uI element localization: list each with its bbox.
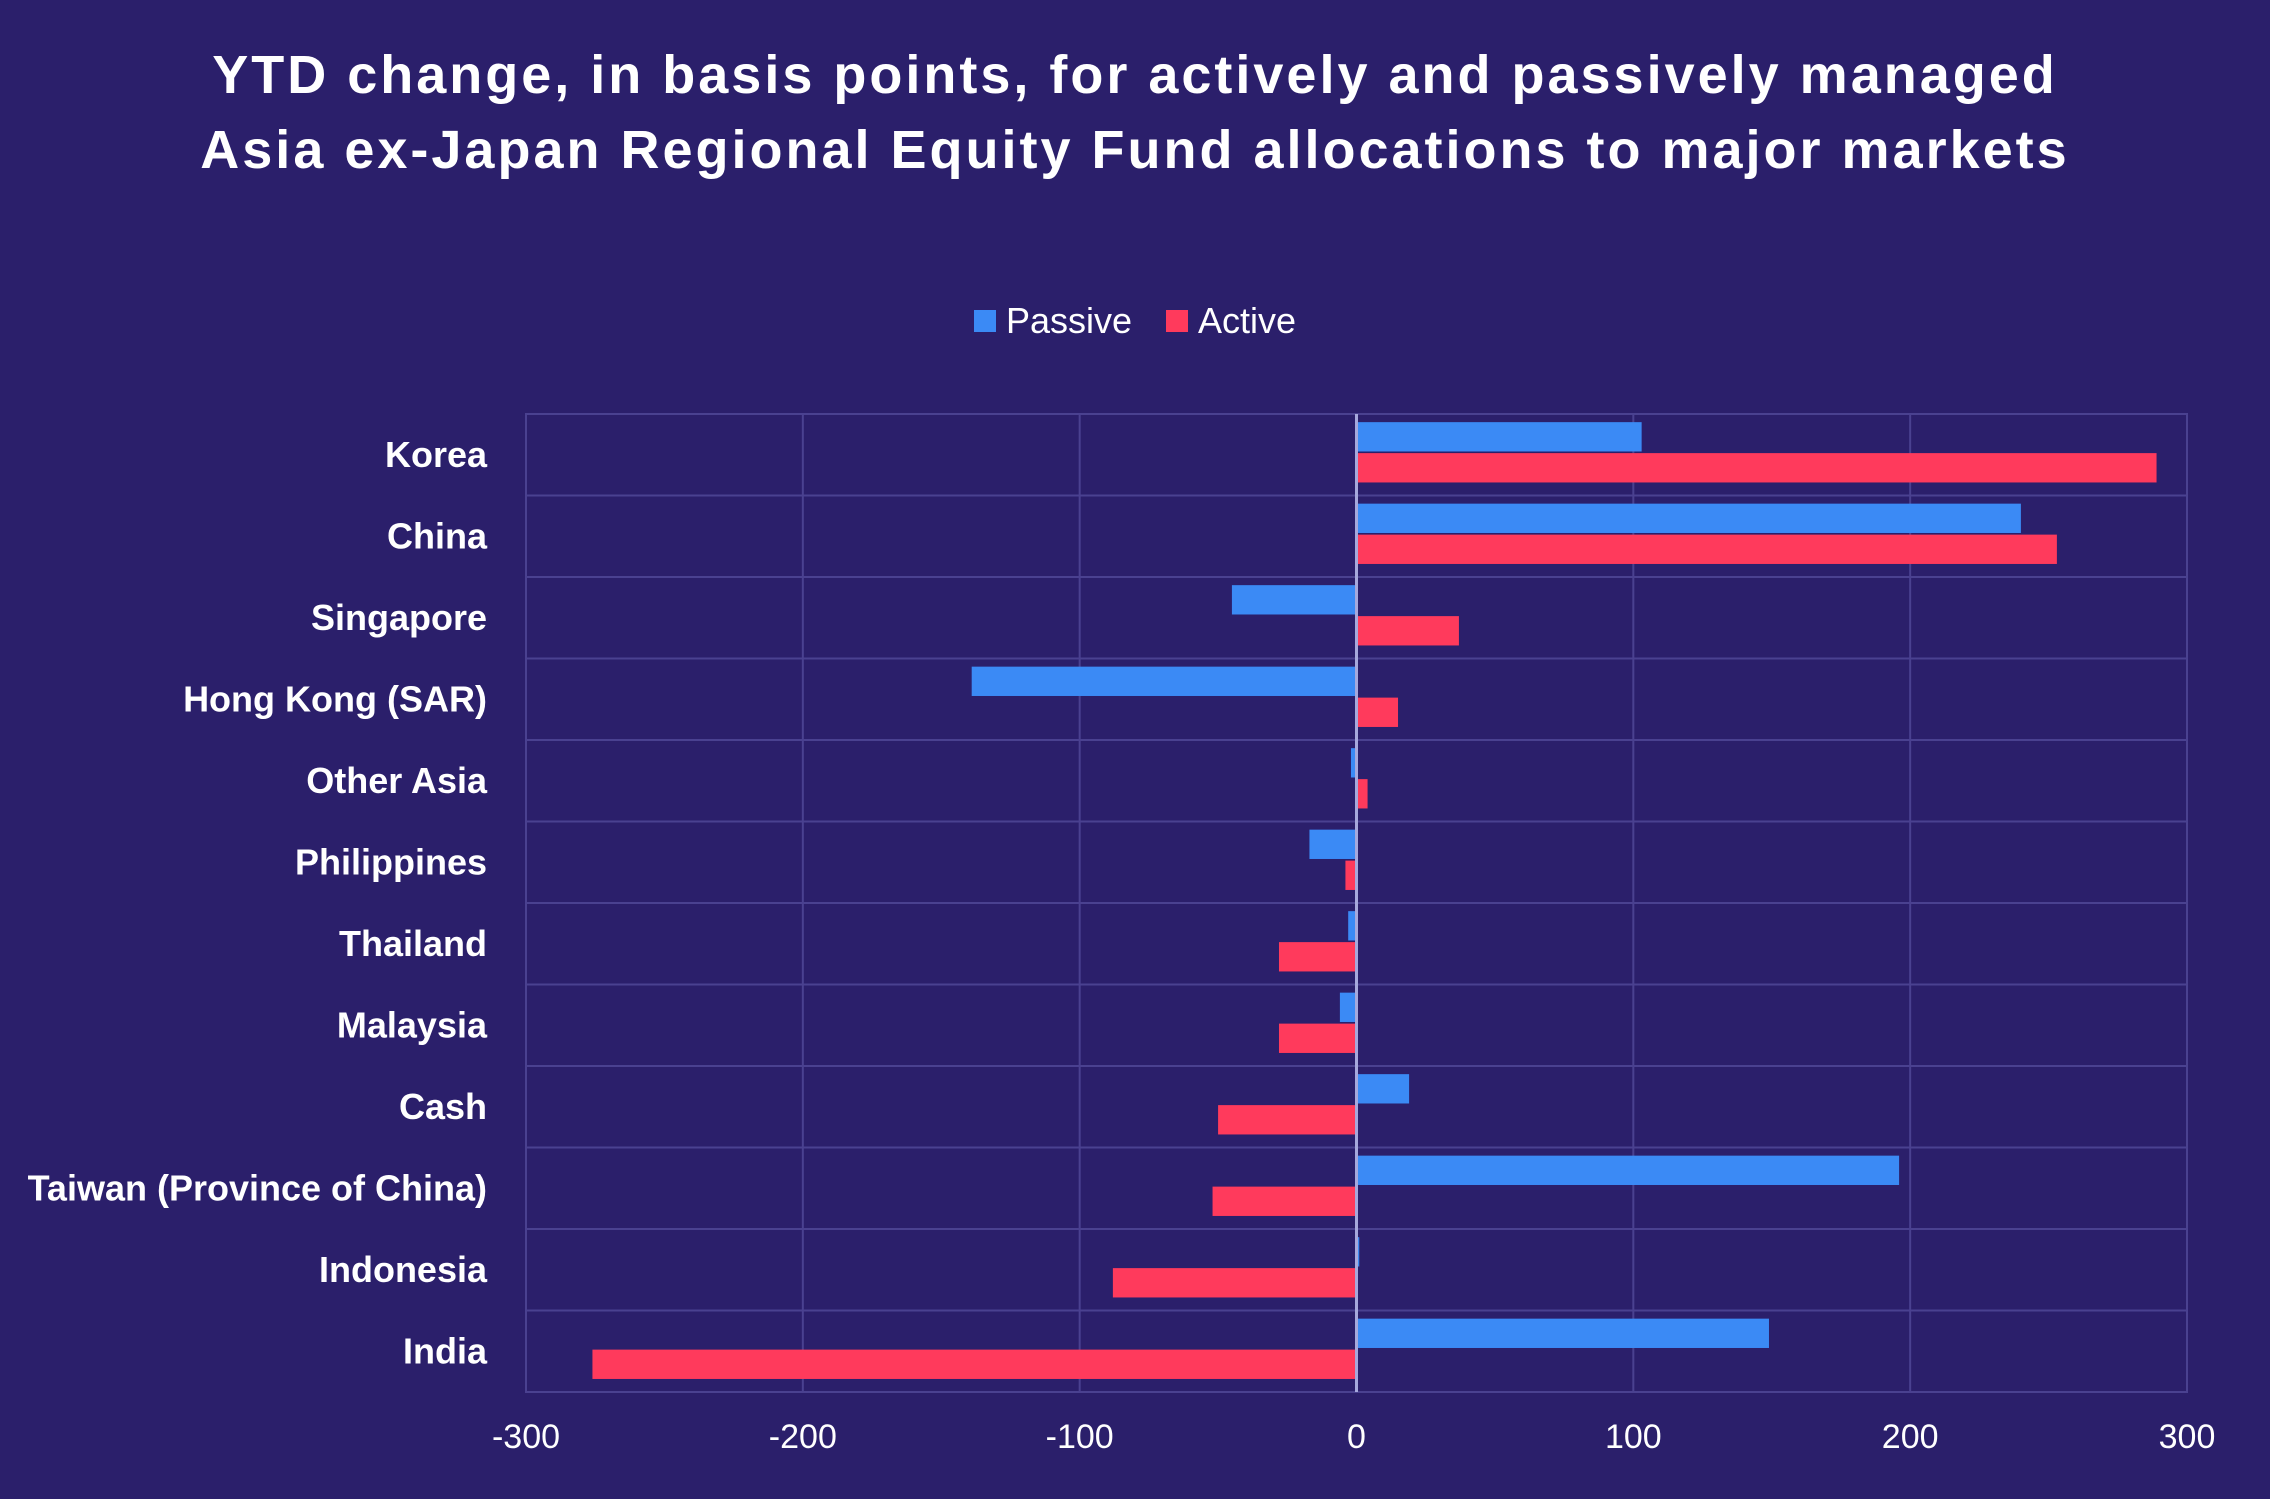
bar-passive — [1350, 748, 1357, 778]
chart-title: YTD change, in basis points, for activel… — [200, 45, 2070, 180]
category-label: India — [403, 1330, 488, 1371]
bar-active — [1356, 534, 2057, 564]
bar-passive — [1356, 503, 2021, 533]
x-tick-label: 0 — [1347, 1418, 1366, 1456]
legend-label-active: Active — [1198, 300, 1297, 341]
legend-label-passive: Passive — [1005, 300, 1132, 341]
bar-passive — [971, 666, 1357, 696]
category-label: China — [387, 515, 488, 556]
category-label: Indonesia — [319, 1249, 488, 1290]
x-tick-label: 200 — [1882, 1418, 1939, 1456]
bar-passive — [1356, 1155, 1900, 1185]
category-label: Malaysia — [337, 1004, 488, 1045]
category-label: Hong Kong (SAR) — [183, 678, 487, 719]
category-label: Thailand — [339, 923, 487, 964]
x-tick-label: 100 — [1605, 1418, 1662, 1456]
category-label: Cash — [399, 1086, 487, 1127]
bar-passive — [1339, 992, 1357, 1022]
category-label: Philippines — [295, 841, 487, 882]
bar-active — [1278, 1023, 1357, 1053]
bar-active — [1356, 453, 2157, 483]
x-tick-label: -300 — [492, 1418, 560, 1456]
bar-active — [1278, 942, 1357, 972]
x-tick-label: 300 — [2159, 1418, 2216, 1456]
bar-active — [592, 1349, 1357, 1379]
x-tick-label: -100 — [1046, 1418, 1114, 1456]
category-label: Korea — [385, 434, 488, 475]
bar-active — [1112, 1268, 1357, 1298]
bar-active — [1356, 616, 1459, 646]
legend-swatch-passive — [973, 310, 996, 332]
legend-swatch-active — [1166, 310, 1188, 332]
bar-passive — [1356, 1074, 1410, 1104]
category-label: Singapore — [311, 597, 487, 638]
bar-active — [1218, 1105, 1357, 1135]
category-label: Taiwan (Province of China) — [28, 1167, 487, 1208]
bar-passive — [1356, 1318, 1769, 1348]
legend-item-passive: Passive — [973, 300, 1132, 342]
legend: Passive Active — [0, 300, 2270, 342]
bar-active — [1356, 697, 1399, 727]
bar-active — [1212, 1186, 1357, 1216]
bar-active — [1356, 779, 1368, 809]
bar-active — [1345, 860, 1357, 890]
bar-passive — [1356, 422, 1642, 452]
bar-passive — [1231, 585, 1357, 615]
bar-passive — [1348, 911, 1357, 941]
legend-item-active: Active — [1166, 300, 1296, 342]
x-tick-label: -200 — [769, 1418, 837, 1456]
category-label: Other Asia — [306, 760, 488, 801]
bar-passive — [1309, 829, 1357, 859]
